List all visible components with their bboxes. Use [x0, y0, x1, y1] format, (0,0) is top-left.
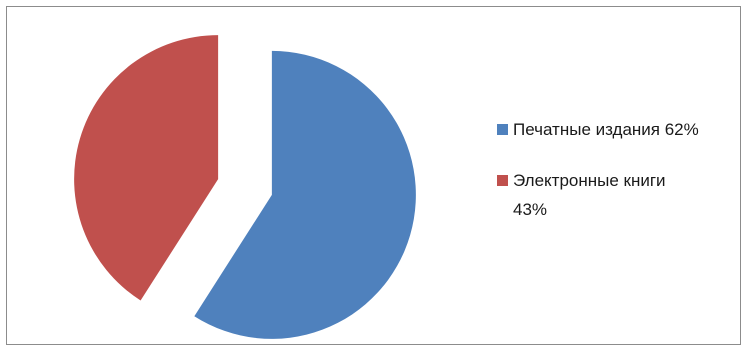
legend-item-print: Печатные издания 62% — [497, 115, 723, 144]
legend-label-ebooks: Электронные книги 43% — [513, 171, 666, 219]
legend-label-print: Печатные издания 62% — [513, 120, 699, 139]
pie-chart — [74, 35, 416, 339]
legend-item-ebooks: Электронные книги 43% — [497, 166, 723, 224]
legend-swatch-ebooks — [497, 175, 508, 186]
pie-slice-0 — [194, 50, 416, 339]
chart-area: Печатные издания 62% Электронные книги 4… — [6, 6, 741, 345]
legend: Печатные издания 62% Электронные книги 4… — [497, 115, 723, 224]
pie-slice-1 — [74, 35, 219, 301]
legend-swatch-print — [497, 124, 508, 135]
